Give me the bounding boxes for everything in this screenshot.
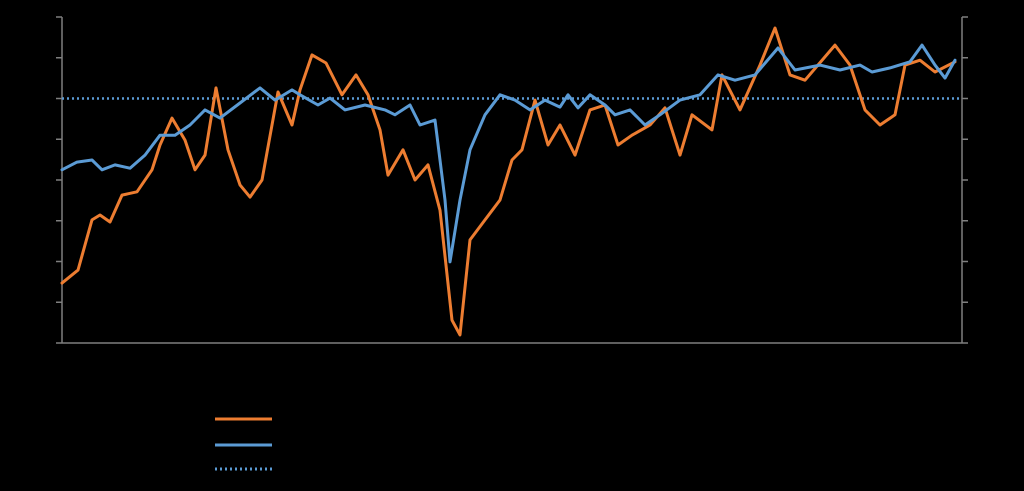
series-line <box>60 26 957 337</box>
series-line <box>60 43 957 264</box>
